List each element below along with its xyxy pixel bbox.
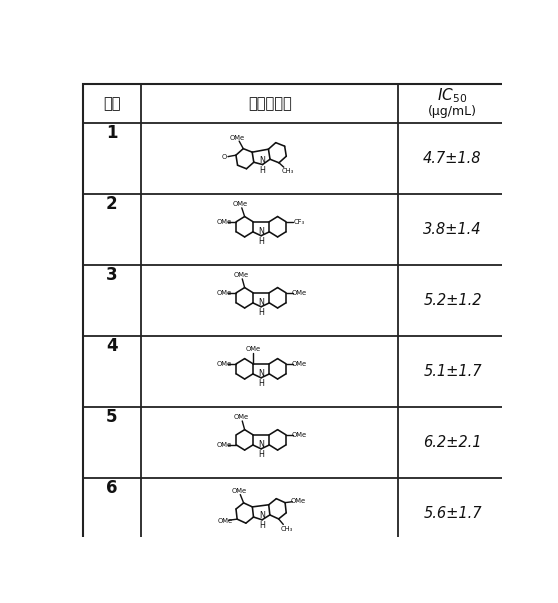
Text: IC$_{50}$: IC$_{50}$ <box>437 86 468 105</box>
Text: OMe: OMe <box>217 518 232 524</box>
Text: CH₃: CH₃ <box>282 168 294 174</box>
Text: N
H: N H <box>259 511 265 531</box>
Text: 3.8±1.4: 3.8±1.4 <box>423 221 482 236</box>
Text: OMe: OMe <box>217 442 232 448</box>
Text: OMe: OMe <box>231 488 246 494</box>
Text: OMe: OMe <box>234 414 249 420</box>
Text: OMe: OMe <box>246 346 261 352</box>
Text: O: O <box>222 154 227 160</box>
Text: N
H: N H <box>258 298 264 317</box>
Text: 化学结构式: 化学结构式 <box>248 96 292 111</box>
Text: 编号: 编号 <box>103 96 121 111</box>
Text: 5.1±1.7: 5.1±1.7 <box>423 364 482 379</box>
Text: OMe: OMe <box>291 289 307 295</box>
Text: N
H: N H <box>259 156 266 175</box>
Text: 5.6±1.7: 5.6±1.7 <box>423 506 482 521</box>
Text: 6.2±2.1: 6.2±2.1 <box>423 435 482 450</box>
Text: OMe: OMe <box>291 361 307 367</box>
Text: CH₃: CH₃ <box>281 526 294 532</box>
Text: 4: 4 <box>106 337 118 355</box>
Text: 5.2±1.2: 5.2±1.2 <box>423 292 482 308</box>
Text: 3: 3 <box>106 266 118 284</box>
Text: OMe: OMe <box>291 498 306 504</box>
Text: 6: 6 <box>106 479 118 497</box>
Text: 4.7±1.8: 4.7±1.8 <box>423 151 482 166</box>
Text: CF₃: CF₃ <box>294 219 305 225</box>
Text: OMe: OMe <box>291 432 307 438</box>
Text: OMe: OMe <box>234 272 249 278</box>
Text: (μg/mL): (μg/mL) <box>428 105 477 118</box>
Text: OMe: OMe <box>233 201 248 207</box>
Text: 2: 2 <box>106 195 118 213</box>
Text: N
H: N H <box>258 369 264 388</box>
Text: 5: 5 <box>106 408 118 426</box>
Text: N
H: N H <box>258 440 264 459</box>
Text: OMe: OMe <box>217 219 232 225</box>
Text: N
H: N H <box>258 227 264 247</box>
Text: OMe: OMe <box>217 289 232 295</box>
Text: OMe: OMe <box>217 361 232 367</box>
Text: 1: 1 <box>106 124 118 142</box>
Text: OMe: OMe <box>230 134 245 140</box>
